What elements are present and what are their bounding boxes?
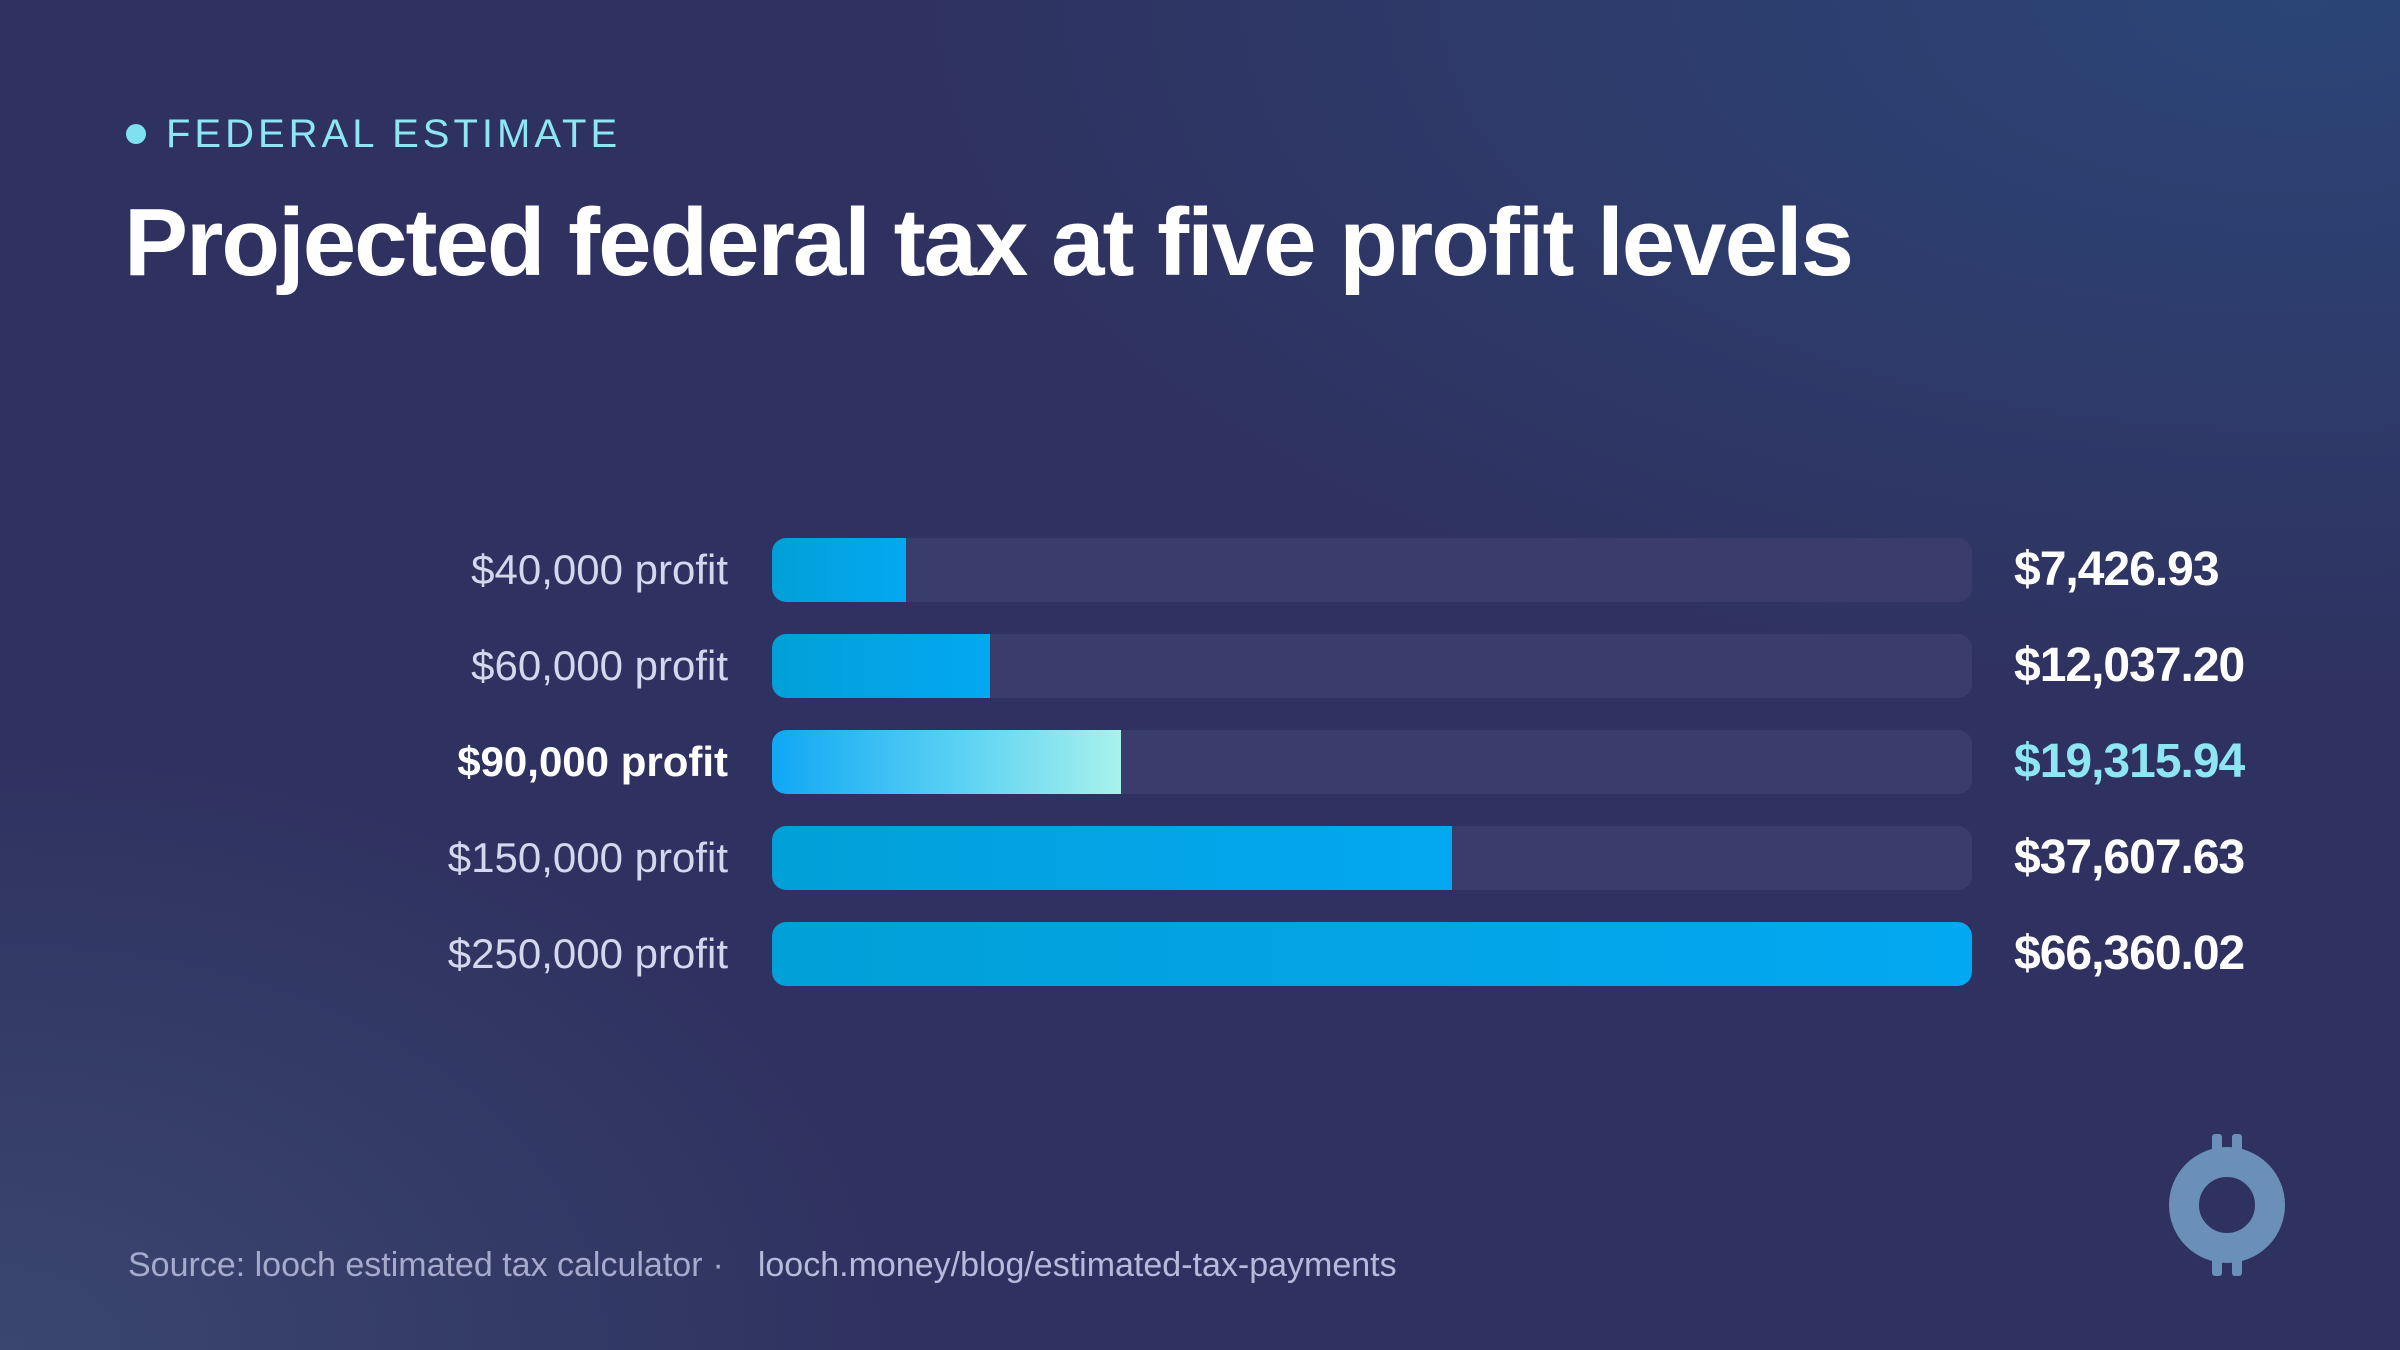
bar-value-label: $19,315.94 — [2014, 735, 2245, 788]
footer-source: Source: looch estimated tax calculator — [128, 1246, 703, 1284]
looch-coin-logo-icon — [2169, 1134, 2285, 1276]
page-title: Projected federal tax at five profit lev… — [124, 189, 1854, 296]
eyebrow-label: FEDERAL ESTIMATE — [166, 111, 622, 156]
bar — [772, 538, 907, 602]
footer: Source: looch estimated tax calculator ·… — [128, 1246, 1397, 1285]
bar-label: $250,000 profit — [447, 930, 728, 977]
bar-label: $60,000 profit — [471, 642, 728, 689]
eyebrow: FEDERAL ESTIMATE — [126, 108, 621, 160]
bar-value-label: $66,360.02 — [2014, 927, 2245, 980]
bar — [772, 922, 1972, 986]
bar-track — [772, 922, 1972, 986]
bar-label: $40,000 profit — [471, 546, 728, 593]
bar-track — [772, 826, 1972, 890]
footer-separator: · — [712, 1246, 724, 1284]
bar — [772, 634, 990, 698]
footer-url-link[interactable]: looch.money/blog/estimated-tax-payments — [757, 1246, 1397, 1284]
bar-track — [772, 538, 1972, 602]
bar-track — [772, 634, 1972, 698]
bar-label: $150,000 profit — [447, 834, 728, 881]
eyebrow-dot-icon — [126, 124, 146, 144]
bar — [772, 826, 1453, 890]
bar-value-label: $12,037.20 — [2014, 639, 2245, 692]
bar — [772, 730, 1122, 794]
bar-track — [772, 730, 1972, 794]
bar-value-label: $7,426.93 — [2014, 543, 2220, 596]
bar-label: $90,000 profit — [457, 738, 728, 785]
bar-value-label: $37,607.63 — [2014, 831, 2245, 884]
